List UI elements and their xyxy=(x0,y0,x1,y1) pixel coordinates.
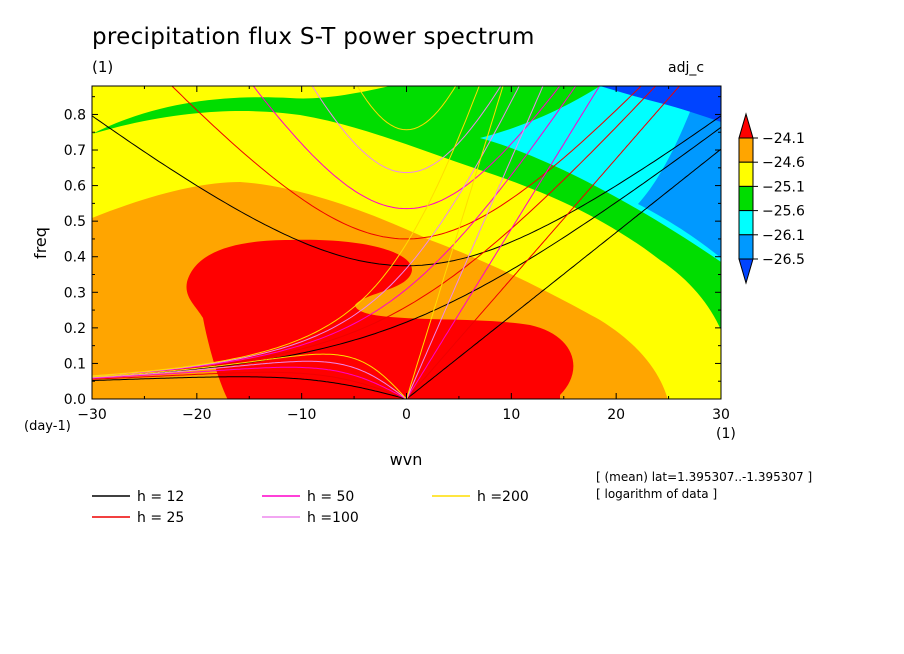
y-tick-label: 0.0 xyxy=(64,392,86,408)
y-tick-label: 0.8 xyxy=(64,107,86,123)
y-tick-label: 0.4 xyxy=(64,250,86,266)
x-axis-label: wvn xyxy=(390,450,423,469)
x-tick-label: −10 xyxy=(287,407,317,423)
y-tick-label: 0.3 xyxy=(64,285,86,301)
rossby-curve-h25 xyxy=(92,371,407,399)
colorbar-label: −25.6 xyxy=(762,204,805,220)
y-axis-units: (day-1) xyxy=(24,419,71,434)
ig-curve-h12 xyxy=(92,115,721,267)
info-logarithm: [ logarithm of data ] xyxy=(596,487,718,501)
colorbar-top-arrow xyxy=(738,112,754,139)
y-tick-label: 0.1 xyxy=(64,356,86,372)
colorbar-label: −24.6 xyxy=(762,155,805,171)
eig-curve-h100 xyxy=(92,86,520,377)
rossby-curve-h200 xyxy=(92,353,407,399)
chart-title: precipitation flux S-T power spectrum xyxy=(92,24,535,50)
x-tick-label: 20 xyxy=(607,407,625,423)
legend-label: h = 25 xyxy=(137,510,184,526)
kelvin-curve-h50 xyxy=(406,86,601,399)
legend: h = 12 h = 25 h = 50 h =100 h =200 xyxy=(92,489,529,526)
kelvin-curve-h25 xyxy=(406,86,681,399)
eig-curve-h50 xyxy=(92,86,577,377)
kelvin-curve-h12 xyxy=(406,148,721,399)
dataset-tag: adj_c xyxy=(668,60,705,76)
legend-label: h =200 xyxy=(477,489,529,505)
band-above-26-5 xyxy=(600,86,721,122)
eig-curve-h12 xyxy=(92,126,721,378)
dispersion-curves xyxy=(92,86,721,399)
x-tick-label: 30 xyxy=(712,407,730,423)
rossby-curve-h50 xyxy=(92,366,407,399)
colorbar-label: −26.1 xyxy=(762,228,805,244)
kelvin-curve-h200 xyxy=(406,86,504,399)
ig-curve-h25 xyxy=(171,86,642,240)
rossby-curve-h12 xyxy=(92,376,407,399)
x-tick-label: 10 xyxy=(502,407,520,423)
ig-curve-h200 xyxy=(356,86,457,131)
colorbar: −24.1 −24.6 −25.1 −25.6 −26.1 −26.5 xyxy=(738,112,805,285)
rossby-curve-h100 xyxy=(92,360,407,399)
band-above-24-1 xyxy=(186,239,574,399)
x-tick-label: 0 xyxy=(402,407,411,423)
colorbar-label: −24.1 xyxy=(762,131,805,147)
colorbar-segment xyxy=(738,185,754,212)
y-tick-label: 0.7 xyxy=(64,143,86,159)
x-tick-label: −30 xyxy=(77,407,107,423)
x-tick-label: −20 xyxy=(182,407,212,423)
axes: −30 −20 −10 0 10 20 30 0.0 0.1 0.2 0.3 0.4 0.5 0.6 0.7… xyxy=(24,86,736,469)
ig-curve-h50 xyxy=(252,86,561,210)
y-axis-label: freq xyxy=(31,227,50,259)
legend-label: h =100 xyxy=(307,510,359,526)
contour-field xyxy=(92,86,721,399)
colorbar-segment xyxy=(738,137,754,163)
legend-label: h = 12 xyxy=(137,489,184,505)
ig-curve-h100 xyxy=(311,86,502,174)
eig-curve-h200 xyxy=(92,86,480,377)
y-tick-label: 0.6 xyxy=(64,179,86,195)
colorbar-label: −26.5 xyxy=(762,252,805,268)
colorbar-label: −25.1 xyxy=(762,179,805,195)
info-latitude: [ (mean) lat=1.395307..-1.395307 ] xyxy=(596,470,813,484)
colorbar-segment xyxy=(738,210,754,236)
colorbar-segment xyxy=(738,161,754,187)
colorbar-bottom-arrow xyxy=(738,258,754,285)
colorbar-segment xyxy=(738,234,754,260)
kelvin-curve-h100 xyxy=(406,86,544,399)
y-tick-label: 0.2 xyxy=(64,321,86,337)
eig-curve-h25 xyxy=(92,86,657,378)
legend-label: h = 50 xyxy=(307,489,354,505)
y-tick-label: 0.5 xyxy=(64,214,86,230)
x-axis-units: (1) xyxy=(716,426,736,442)
field-units: (1) xyxy=(92,58,114,76)
